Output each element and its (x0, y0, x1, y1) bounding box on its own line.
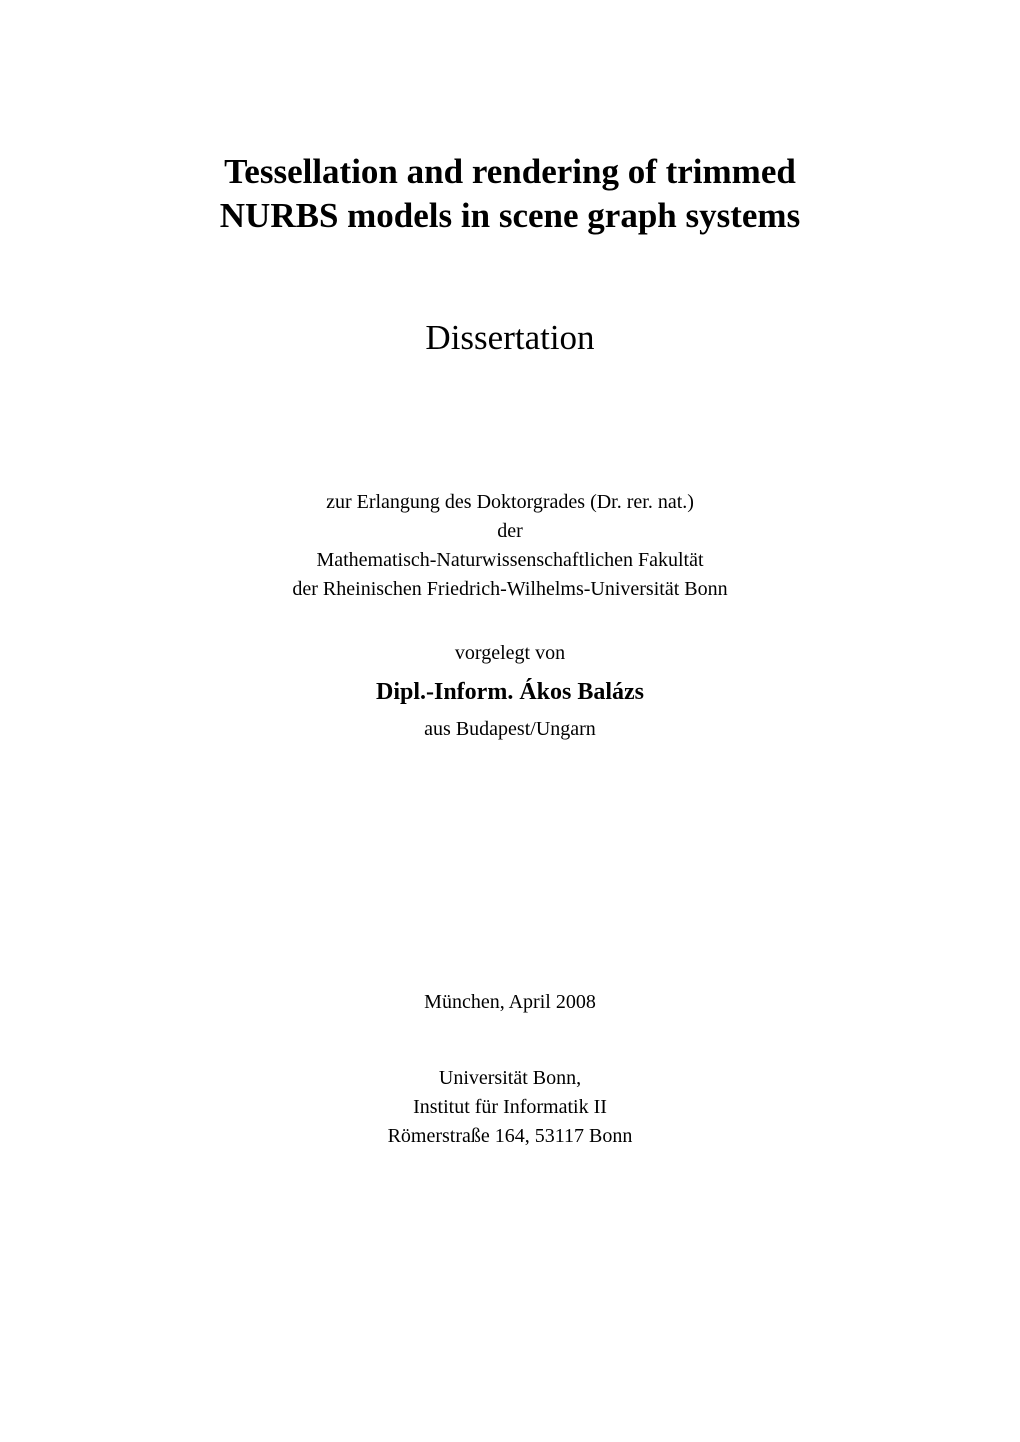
presented-by-label: vorgelegt von (110, 642, 910, 665)
affiliation-block: Universität Bonn, Institut für Informati… (110, 1064, 910, 1151)
document-type: Dissertation (110, 318, 910, 358)
affiliation-line-2: Institut für Informatik II (110, 1093, 910, 1122)
degree-purpose-block: zur Erlangung des Doktorgrades (Dr. rer.… (110, 488, 910, 604)
purpose-line-4: der Rheinischen Friedrich-Wilhelms-Unive… (110, 575, 910, 604)
purpose-line-1: zur Erlangung des Doktorgrades (Dr. rer.… (110, 488, 910, 517)
title-line-1: Tessellation and rendering of trimmed (110, 150, 910, 194)
place-date: München, April 2008 (110, 991, 910, 1014)
author-name: Dipl.-Inform. Ákos Balázs (110, 679, 910, 706)
dissertation-title: Tessellation and rendering of trimmed NU… (110, 150, 910, 238)
purpose-line-3: Mathematisch-Naturwissenschaftlichen Fak… (110, 546, 910, 575)
affiliation-line-3: Römerstraße 164, 53117 Bonn (110, 1122, 910, 1151)
author-origin: aus Budapest/Ungarn (110, 718, 910, 741)
affiliation-line-1: Universität Bonn, (110, 1064, 910, 1093)
purpose-line-2: der (110, 517, 910, 546)
title-line-2: NURBS models in scene graph systems (110, 194, 910, 238)
